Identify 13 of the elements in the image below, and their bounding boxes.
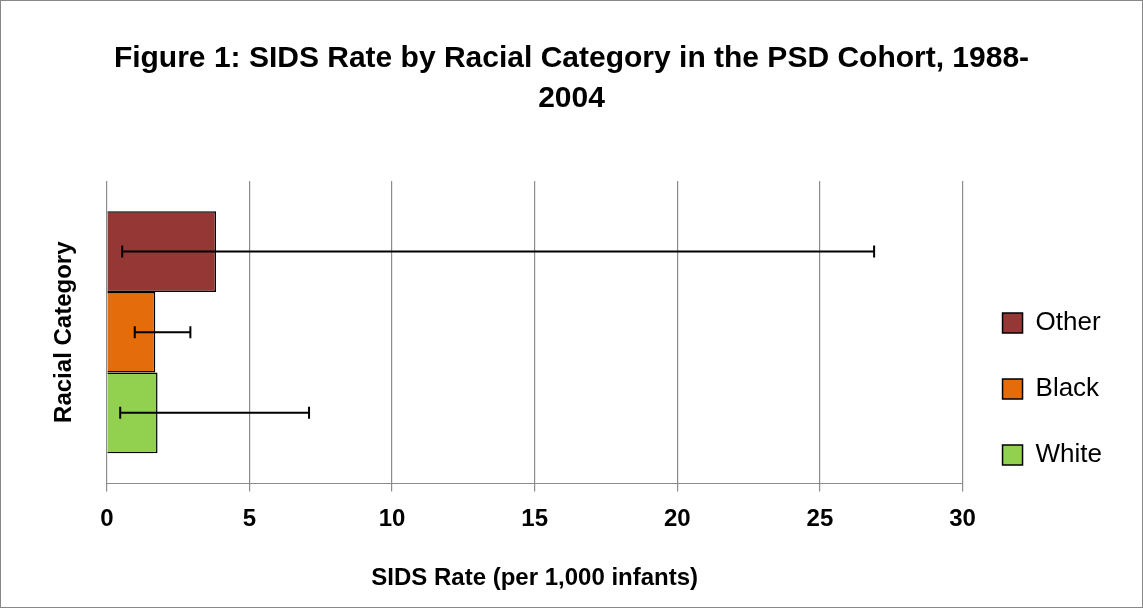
x-tick-label: 30 bbox=[949, 504, 976, 532]
legend-label: Black bbox=[1035, 372, 1101, 403]
x-tick-label: 25 bbox=[806, 504, 834, 532]
legend-label: Other bbox=[1035, 306, 1101, 337]
legend-label: White bbox=[1035, 438, 1103, 469]
y-axis-title: Racial Category bbox=[49, 240, 77, 423]
x-tick-label: 20 bbox=[663, 504, 691, 532]
x-axis-title: SIDS Rate (per 1,000 infants) bbox=[371, 563, 699, 591]
x-tick-label: 15 bbox=[521, 504, 549, 532]
x-tick-label: 5 bbox=[242, 504, 257, 532]
chart-title: Figure 1: SIDS Rate by Racial Category in the PSD Cohort, 1988-2004 bbox=[112, 39, 1031, 115]
x-tick-label: 0 bbox=[100, 504, 114, 532]
x-tick-label: 10 bbox=[378, 504, 406, 532]
